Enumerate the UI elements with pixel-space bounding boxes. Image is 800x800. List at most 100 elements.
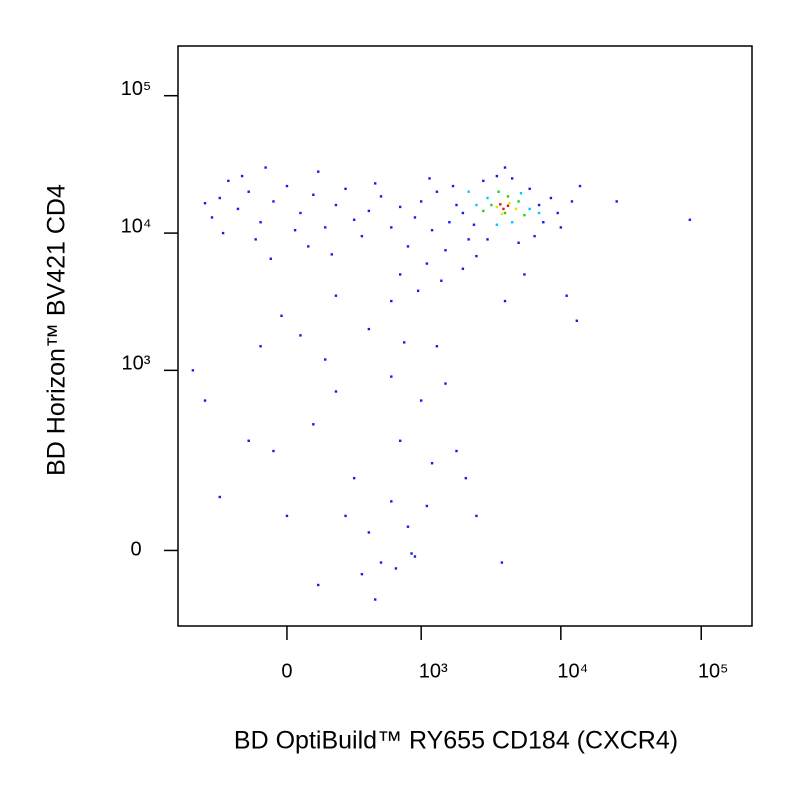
data-point: [367, 327, 371, 331]
data-point: [419, 399, 423, 402]
data-point: [523, 273, 526, 276]
data-point: [324, 226, 327, 229]
data-point: [344, 187, 347, 191]
data-point: [517, 241, 520, 244]
data-point: [360, 234, 364, 238]
data-point: [464, 476, 468, 480]
data-point: [503, 166, 507, 169]
data-point: [537, 211, 541, 215]
y-axis-title: BD Horizon™ BV421 CD4: [43, 184, 71, 476]
y-tick-label: 10⁴: [121, 215, 152, 237]
data-point: [490, 203, 493, 207]
data-point: [307, 245, 310, 248]
data-point: [461, 267, 465, 270]
data-point: [236, 207, 240, 211]
data-point: [191, 369, 195, 372]
data-point: [528, 207, 531, 211]
data-point: [448, 221, 451, 224]
data-point: [556, 211, 559, 215]
data-point: [419, 200, 423, 203]
data-point: [334, 203, 338, 207]
data-point: [486, 238, 489, 241]
data-point: [406, 245, 410, 248]
data-point: [688, 218, 692, 221]
data-point: [506, 195, 510, 198]
data-point: [398, 273, 402, 276]
data-point: [499, 203, 502, 206]
data-point: [390, 500, 393, 503]
data-point: [495, 174, 499, 178]
data-point: [334, 390, 338, 393]
data-point: [428, 177, 431, 180]
data-point: [254, 238, 257, 241]
data-point: [360, 572, 364, 576]
data-point: [497, 190, 500, 193]
data-point: [374, 182, 377, 185]
data-point: [533, 234, 536, 238]
data-point: [259, 221, 262, 224]
data-point: [390, 375, 393, 378]
data-point: [455, 449, 458, 453]
data-point: [272, 449, 275, 453]
data-point: [435, 345, 439, 348]
data-point: [508, 202, 511, 205]
data-point: [506, 204, 510, 207]
data-point: [482, 209, 485, 213]
data-point: [218, 196, 221, 200]
data-point: [334, 294, 338, 297]
data-point: [503, 299, 507, 303]
data-point: [467, 190, 470, 193]
data-point: [390, 226, 393, 229]
x-tick-label: 0: [281, 660, 292, 682]
data-point: [259, 345, 262, 348]
data-point: [467, 238, 470, 241]
data-point: [398, 439, 402, 442]
data-point: [486, 196, 489, 200]
data-point: [403, 341, 406, 344]
data-point: [425, 504, 429, 508]
data-point: [461, 211, 465, 215]
data-point: [247, 190, 250, 193]
data-point: [210, 216, 214, 219]
data-point: [285, 184, 289, 188]
data-point: [475, 203, 478, 207]
y-tick-label: 10³: [122, 353, 151, 375]
x-tick-label: 10⁵: [698, 660, 729, 682]
data-point: [502, 207, 505, 211]
data-point: [472, 223, 476, 226]
data-point: [455, 203, 458, 207]
data-point: [413, 216, 417, 219]
data-point: [330, 253, 333, 256]
x-tick-label: 10⁴: [557, 660, 588, 682]
data-point: [299, 211, 302, 215]
data-point: [398, 205, 402, 209]
data-point: [500, 561, 504, 564]
x-tick-label: 10³: [419, 660, 448, 682]
data-point: [203, 202, 207, 205]
plot-frame: [177, 45, 753, 627]
data-point: [528, 187, 531, 191]
data-point: [475, 254, 478, 258]
data-point: [394, 567, 398, 570]
data-point: [324, 358, 327, 361]
data-point: [352, 476, 356, 480]
data-point: [221, 231, 225, 235]
data-point: [344, 514, 347, 518]
data-point: [203, 399, 207, 402]
data-point: [451, 184, 455, 188]
data-point: [475, 514, 478, 518]
data-point: [269, 257, 273, 260]
data-point: [264, 166, 267, 169]
data-point: [299, 334, 302, 337]
data-point: [565, 294, 568, 297]
data-point: [482, 179, 485, 183]
data-point: [559, 226, 563, 229]
data-point: [317, 583, 320, 587]
data-point: [495, 223, 499, 226]
data-point: [379, 195, 383, 198]
data-point: [615, 200, 618, 203]
data-point: [500, 212, 504, 216]
data-point: [575, 319, 579, 322]
data-point: [379, 561, 383, 564]
data-point: [410, 552, 413, 555]
